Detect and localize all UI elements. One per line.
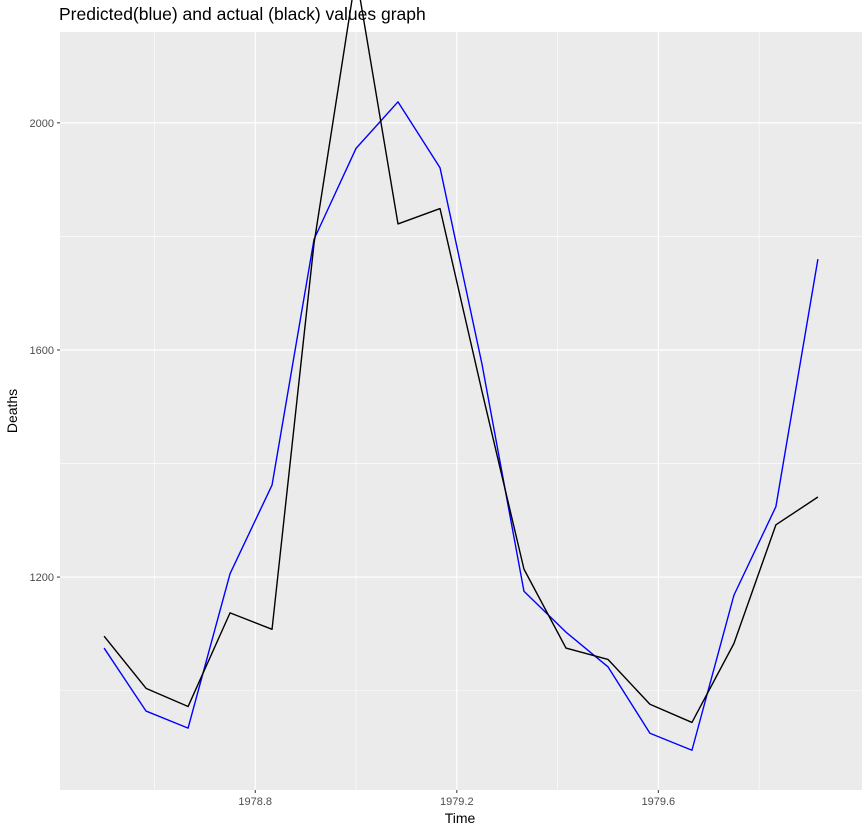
grid-minor bbox=[60, 32, 862, 790]
x-tick-label: 1978.8 bbox=[238, 796, 272, 808]
grid-major bbox=[60, 32, 862, 790]
chart-title: Predicted(blue) and actual (black) value… bbox=[59, 4, 426, 24]
y-tick-label: 1200 bbox=[30, 572, 54, 584]
y-axis: 1200 1600 2000 bbox=[30, 118, 60, 584]
y-tick-label: 2000 bbox=[30, 118, 54, 130]
x-tick-label: 1979.6 bbox=[642, 796, 676, 808]
x-axis-title: Time bbox=[445, 810, 476, 826]
plot-panel bbox=[60, 32, 862, 790]
actual-series-line bbox=[103, 0, 819, 724]
predicted-series-line bbox=[103, 101, 819, 751]
x-tick-label: 1979.2 bbox=[440, 796, 474, 808]
series-layer bbox=[103, 0, 819, 751]
y-axis-title: Deaths bbox=[4, 389, 20, 433]
y-tick-label: 1600 bbox=[30, 345, 54, 357]
x-axis: 1978.8 1979.2 1979.6 bbox=[238, 790, 675, 808]
